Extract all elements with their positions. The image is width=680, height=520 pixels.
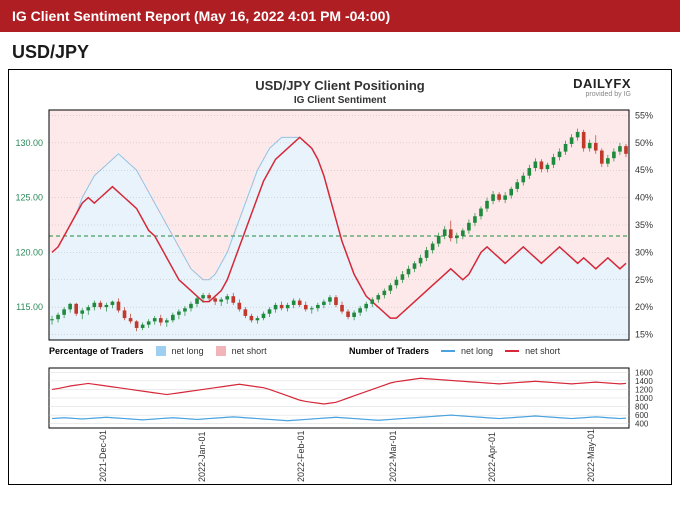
brand-main: DAILYFX <box>573 76 631 91</box>
chart-title: USD/JPY Client Positioning <box>9 70 671 93</box>
x-tick-label: 2022-Mar-01 <box>388 430 398 482</box>
legend-netshort-num: net short <box>505 346 560 356</box>
x-tick-label: 2022-Feb-01 <box>296 430 306 482</box>
legend-netlong-num: net long <box>441 346 493 356</box>
svg-text:20%: 20% <box>635 302 653 312</box>
legend-netlong-pct: net long <box>156 346 204 356</box>
svg-text:15%: 15% <box>635 330 653 340</box>
x-axis-labels: 2021-Dec-012022-Jan-012022-Feb-012022-Ma… <box>9 434 671 484</box>
brand-sub: provided by IG <box>573 91 631 98</box>
svg-text:1600: 1600 <box>635 368 653 377</box>
legend-right-label: Number of Traders <box>349 346 429 356</box>
x-tick-label: 2022-Jan-01 <box>197 431 207 482</box>
legend-percentage: Percentage of Traders net long net short <box>49 346 267 356</box>
report-header: IG Client Sentiment Report (May 16, 2022… <box>0 0 680 32</box>
x-tick-label: 2022-Apr-01 <box>487 432 497 482</box>
x-tick-label: 2021-Dec-01 <box>98 430 108 482</box>
svg-text:125.00: 125.00 <box>15 193 43 203</box>
svg-text:45%: 45% <box>635 165 653 175</box>
svg-text:40%: 40% <box>635 193 653 203</box>
chart-subtitle: IG Client Sentiment <box>9 95 671 106</box>
svg-text:115.00: 115.00 <box>16 302 43 312</box>
x-tick-label: 2022-May-01 <box>586 429 596 482</box>
legend-netshort-pct: net short <box>216 346 267 356</box>
chart-container: USD/JPY Client Positioning IG Client Sen… <box>8 69 672 485</box>
svg-text:600: 600 <box>635 411 649 420</box>
main-chart-svg: 15% 20% 25% 30% 35% 40% 45% 50% 55% 115.00 120.00 1… <box>9 106 669 346</box>
svg-text:1000: 1000 <box>635 394 653 403</box>
svg-text:35%: 35% <box>635 220 653 230</box>
legend-left-label: Percentage of Traders <box>49 346 144 356</box>
brand-logo: DAILYFX provided by IG <box>573 76 631 98</box>
svg-text:120.00: 120.00 <box>15 247 43 257</box>
currency-pair-title: USD/JPY <box>0 32 680 69</box>
svg-text:800: 800 <box>635 403 649 412</box>
svg-text:25%: 25% <box>635 275 653 285</box>
svg-text:1400: 1400 <box>635 377 653 386</box>
report-title: IG Client Sentiment Report (May 16, 2022… <box>12 8 390 24</box>
svg-text:1200: 1200 <box>635 385 653 394</box>
legend-number: Number of Traders net long net short <box>349 346 560 356</box>
svg-text:30%: 30% <box>635 247 653 257</box>
svg-text:50%: 50% <box>635 138 653 148</box>
lower-chart-svg: 4006008001000120014001600 <box>9 364 669 434</box>
svg-text:400: 400 <box>635 420 649 429</box>
svg-text:55%: 55% <box>635 110 653 120</box>
svg-text:130.00: 130.00 <box>15 138 43 148</box>
